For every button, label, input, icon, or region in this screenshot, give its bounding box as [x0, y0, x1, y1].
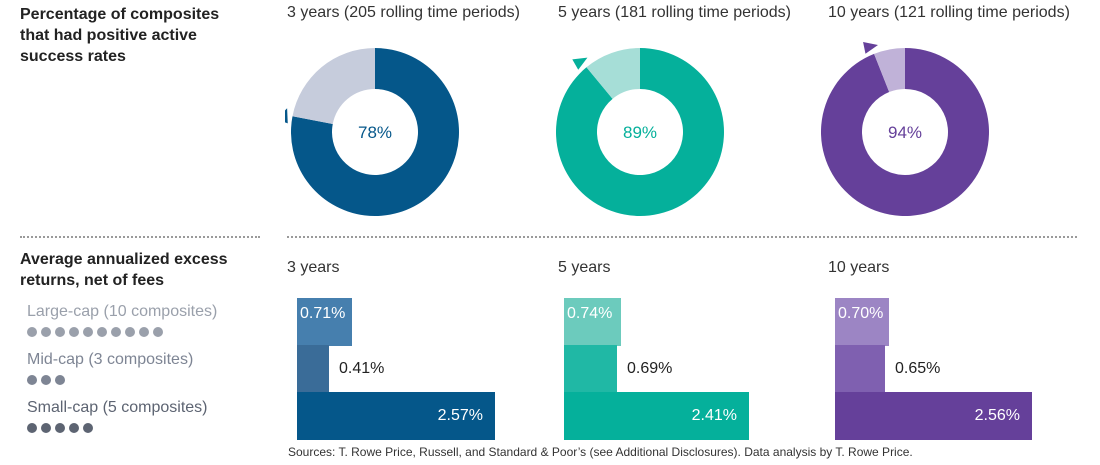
composite-dot	[83, 423, 93, 433]
bar-value-label: 0.71%	[300, 305, 346, 322]
composite-dots	[27, 423, 208, 433]
composite-dot	[139, 327, 149, 337]
section-divider	[287, 236, 1077, 238]
bar-5yr-title: 5 years	[558, 259, 611, 276]
bar-small-cap	[835, 392, 1032, 440]
composite-dot	[111, 327, 121, 337]
composite-dot	[69, 423, 79, 433]
bar-mid-cap	[835, 345, 885, 393]
bar-value-label: 0.74%	[567, 305, 613, 322]
bar-value-label: 0.65%	[895, 360, 941, 377]
composite-dot	[55, 327, 65, 337]
bar-10yr-title: 10 years	[828, 259, 890, 276]
composite-dot	[153, 327, 163, 337]
bar-chart-10yr: 0.70% 0.65% 2.56%	[835, 298, 1075, 440]
success-rate-heading: Percentage of composites that had positi…	[20, 4, 219, 67]
section-divider	[20, 236, 260, 238]
bar-chart-5yr: 0.74% 0.69% 2.41%	[564, 298, 804, 440]
bar-mid-cap	[564, 345, 617, 393]
composite-dot	[55, 423, 65, 433]
legend-small-cap: Small-cap (5 composites)	[27, 399, 208, 433]
bar-3yr-title: 3 years	[287, 259, 340, 276]
composite-dot	[125, 327, 135, 337]
legend-label: Large-cap (10 composites)	[27, 303, 218, 320]
bar-value-label: 2.56%	[974, 407, 1020, 424]
heading-line: returns, net of fees	[20, 272, 165, 289]
composite-dots	[27, 327, 217, 337]
donut-positive-segment	[821, 48, 989, 216]
donut-positive-segment	[556, 48, 724, 216]
composite-dot	[97, 327, 107, 337]
heading-line: that had positive active	[20, 27, 197, 44]
donut-chart-5yr: 89%	[556, 48, 724, 216]
bar-value-label: 0.70%	[838, 305, 884, 322]
legend-mid-cap: Mid-cap (3 composites)	[27, 351, 193, 385]
donut-chart-10yr: 94%	[821, 41, 989, 216]
bar-mid-cap	[297, 345, 329, 393]
heading-line: Average annualized excess	[20, 251, 228, 268]
bar-small-cap	[297, 392, 495, 440]
donut-positive-segment	[291, 48, 459, 216]
legend-label: Small-cap (5 composites)	[27, 399, 208, 416]
bar-large-cap	[297, 298, 352, 346]
donut-center-label: 89%	[623, 123, 657, 142]
donut-10yr-title: 10 years (121 rolling time periods)	[828, 4, 1070, 21]
donut-3yr-title: 3 years (205 rolling time periods)	[287, 4, 520, 21]
bar-value-label: 0.41%	[339, 360, 385, 377]
bar-large-cap	[564, 298, 621, 346]
composite-dot	[69, 327, 79, 337]
donut-center-label: 78%	[358, 123, 392, 142]
composite-dot	[27, 375, 37, 385]
bar-small-cap	[564, 392, 749, 440]
donut-remainder-segment	[292, 48, 375, 124]
bar-chart-3yr: 0.71% 0.41% 2.57%	[297, 298, 537, 440]
donut-5yr-title: 5 years (181 rolling time periods)	[558, 4, 791, 21]
composite-dots	[27, 375, 193, 385]
legend-large-cap: Large-cap (10 composites)	[27, 303, 217, 337]
donut-pointer-marker	[863, 41, 878, 54]
composite-dot	[41, 327, 51, 337]
bar-value-label: 2.41%	[691, 407, 737, 424]
heading-line: Percentage of composites	[20, 6, 220, 23]
composite-dot	[55, 375, 65, 385]
heading-line: success rates	[20, 48, 126, 65]
source-note: Sources: T. Rowe Price, Russell, and Sta…	[288, 445, 913, 459]
composite-dot	[41, 423, 51, 433]
donut-pointer-marker	[572, 57, 588, 70]
donut-chart-3yr: 78%	[285, 48, 459, 216]
bar-value-label: 2.57%	[437, 407, 483, 424]
bar-large-cap	[835, 298, 889, 346]
bar-value-label: 0.69%	[627, 360, 673, 377]
donut-remainder-segment	[586, 48, 640, 99]
donut-remainder-segment	[874, 48, 905, 93]
composite-dot	[27, 423, 37, 433]
excess-returns-heading: Average annualized excess returns, net o…	[20, 249, 228, 291]
composite-dot	[83, 327, 93, 337]
composite-dot	[27, 327, 37, 337]
legend-label: Mid-cap (3 composites)	[27, 351, 194, 368]
donut-pointer-marker	[285, 108, 288, 124]
composite-dot	[41, 375, 51, 385]
donut-center-label: 94%	[888, 123, 922, 142]
